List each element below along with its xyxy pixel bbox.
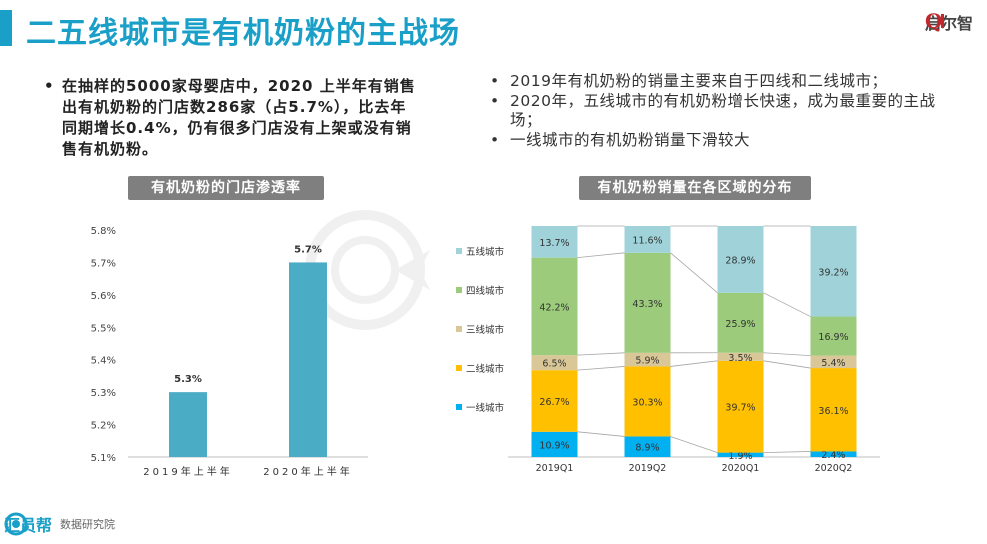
- chart2-segment: [531, 355, 578, 371]
- chart2-segment: [624, 226, 671, 253]
- brand-logo: Q 启尔智: [925, 10, 973, 34]
- chart2-segment: [531, 370, 578, 432]
- chart1-bar: [289, 262, 327, 457]
- chart2-data-label: 30.3%: [632, 397, 662, 408]
- chart2-legend-swatch: [456, 287, 462, 293]
- chart1-y-tick-label: 5.2%: [91, 421, 116, 432]
- chart2-legend-label: 四线城市: [466, 285, 505, 297]
- left-bullet-item: 在抽样的5000家母婴店中，2020 上半年有销售出有机奶粉的门店数286家（占…: [42, 76, 422, 160]
- chart1-penetration: 5.1% 5.2% 5.3% 5.4% 5.5% 5.6% 5.7% 5.8% 5.3% 2019…: [91, 226, 368, 478]
- chart2-segment: [810, 368, 857, 452]
- chart2-data-label: 2.4%: [821, 450, 845, 461]
- chart1-x-tick-label: 2020年上半年: [263, 465, 352, 478]
- chart2-segment: [810, 355, 857, 369]
- chart2-data-label: 28.9%: [725, 255, 755, 266]
- chart2-connector-line: [577, 431, 625, 437]
- chart2-legend-swatch: [456, 248, 462, 254]
- chart2-data-label: 5.4%: [821, 358, 845, 369]
- chart2-connector-line: [670, 360, 718, 367]
- chart2-segment: [531, 431, 578, 457]
- chart2-legend-label: 一线城市: [466, 402, 505, 414]
- chart1-title: 有机奶粉的门店渗透率: [128, 176, 324, 200]
- chart2-data-label: 13.7%: [539, 238, 569, 249]
- right-bullet-list: 2019年有机奶粉的销量主要来自于四线和二线城市； 2020年，五线城市的有机奶…: [488, 72, 958, 150]
- chart2-distribution: 10.9% 26.7% 6.5% 42.2% 13.7% 2019Q1 8.9% 30.3% 5…: [456, 225, 880, 474]
- chart1-y-tick-label: 5.6%: [91, 291, 116, 302]
- chart1-bar: [169, 392, 207, 457]
- chart2-connector-line: [763, 352, 811, 356]
- chart2-connector-line: [763, 360, 811, 369]
- chart1-y-tick-label: 5.3%: [91, 388, 116, 399]
- chart2-title: 有机奶粉销量在各区域的分布: [579, 176, 811, 200]
- chart1-y-tick-label: 5.7%: [91, 258, 116, 269]
- chart2-x-tick-label: 2019Q2: [629, 463, 667, 474]
- chart2-connector-line: [763, 292, 811, 317]
- chart2-data-label: 25.9%: [725, 319, 755, 330]
- chart2-data-label: 36.1%: [818, 406, 848, 417]
- chart2-legend-swatch: [456, 326, 462, 332]
- right-bullet-item: 一线城市的有机奶粉销量下滑较大: [488, 131, 958, 151]
- chart2-connector-line: [670, 252, 718, 294]
- chart2-segment: [810, 451, 857, 457]
- chart2-segment: [717, 292, 764, 353]
- chart2-data-label: 39.2%: [818, 267, 848, 278]
- chart2-segment: [531, 257, 578, 356]
- chart2-x-tick-label: 2020Q2: [815, 463, 853, 474]
- chart2-legend-label: 二线城市: [466, 363, 505, 375]
- chart2-segment: [717, 452, 764, 457]
- chart2-data-label: 11.6%: [632, 235, 662, 246]
- chart1-data-label: 5.3%: [174, 374, 202, 385]
- chart1-x-tick-label: 2019年上半年: [143, 465, 232, 478]
- chart2-data-label: 8.9%: [635, 443, 659, 454]
- chart1-y-tick-label: 5.5%: [91, 323, 116, 334]
- chart2-connector-line: [763, 451, 811, 454]
- right-bullet-item: 2020年，五线城市的有机奶粉增长快速，成为最重要的主战场；: [488, 92, 958, 131]
- chart2-segment: [810, 226, 857, 317]
- svg-text:Q: Q: [925, 10, 942, 32]
- chart2-data-label: 26.7%: [539, 397, 569, 408]
- chart2-data-label: 6.5%: [542, 359, 566, 370]
- chart2-connector-line: [577, 352, 625, 356]
- chart2-segment: [717, 226, 764, 293]
- chart2-segment: [810, 316, 857, 356]
- chart1-y-tick-label: 5.8%: [91, 226, 116, 237]
- footer-logo: 汇员帮 数据研究院: [4, 512, 115, 536]
- chart2-segment: [624, 252, 671, 353]
- chart1-y-tick-label: 5.4%: [91, 356, 116, 367]
- chart2-legend-label: 三线城市: [466, 324, 505, 336]
- chart1-data-label: 5.7%: [294, 244, 322, 255]
- chart2-connector-line: [670, 436, 718, 453]
- chart2-data-label: 16.9%: [818, 332, 848, 343]
- brand-logo-icon: Q: [925, 10, 944, 32]
- chart2-connector-line: [577, 252, 625, 259]
- right-bullet-item: 2019年有机奶粉的销量主要来自于四线和二线城市；: [488, 72, 958, 92]
- brand-logo-text: 启尔智: [924, 14, 973, 33]
- left-bullet-list: 在抽样的5000家母婴店中，2020 上半年有销售出有机奶粉的门店数286家（占…: [42, 76, 422, 160]
- chart2-x-tick-label: 2020Q1: [722, 463, 760, 474]
- chart2-data-label: 39.7%: [725, 403, 755, 414]
- chart1-y-tick-label: 5.1%: [91, 453, 116, 464]
- chart2-data-label: 1.9%: [728, 451, 752, 462]
- chart2-data-label: 42.2%: [539, 302, 569, 313]
- chart2-data-label: 43.3%: [632, 299, 662, 310]
- chart2-connector-line: [577, 366, 625, 371]
- chart2-segment: [717, 352, 764, 361]
- chart2-x-tick-label: 2019Q1: [536, 463, 574, 474]
- chart2-legend-label: 五线城市: [466, 246, 505, 258]
- chart2-data-label: 3.5%: [728, 353, 752, 364]
- chart2-legend-swatch: [456, 404, 462, 410]
- chart2-segment: [624, 436, 671, 457]
- chart2-legend-swatch: [456, 365, 462, 371]
- page-title: 二五线城市是有机奶粉的主战场: [26, 16, 460, 51]
- title-accent-bar: [0, 10, 12, 46]
- chart2-data-label: 5.9%: [635, 356, 659, 367]
- footer-dept: 数据研究院: [60, 518, 116, 531]
- chart2-segment: [624, 352, 671, 367]
- footer-logo-icon: [4, 512, 28, 536]
- chart2-segment: [531, 226, 578, 258]
- chart2-segment: [624, 366, 671, 437]
- chart2-data-label: 10.9%: [539, 440, 569, 451]
- chart2-segment: [717, 360, 764, 453]
